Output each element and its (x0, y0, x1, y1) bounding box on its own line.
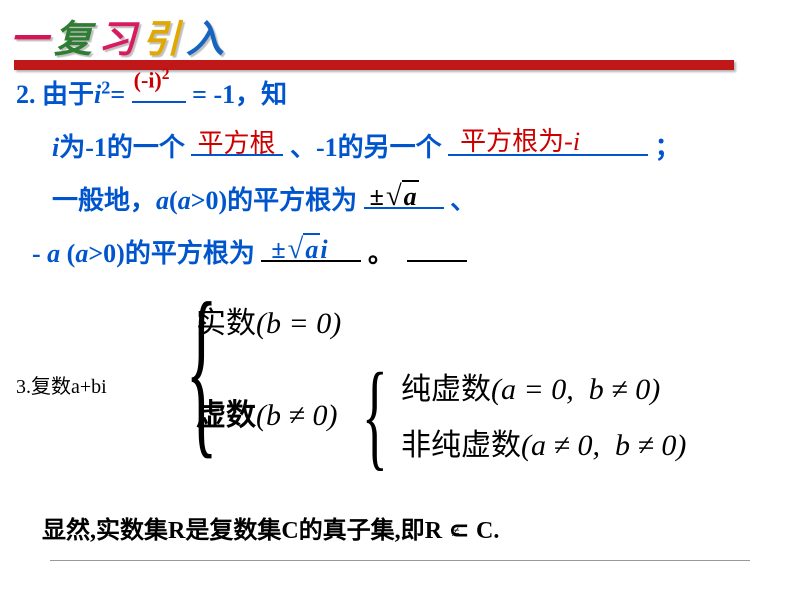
q2-l4-c: ( (60, 239, 75, 268)
final-t3: 是复数集 (185, 518, 281, 544)
q3-pure-cond-a: (a = 0, (491, 373, 574, 406)
title-char-0: 一 (10, 8, 48, 63)
q2-line4: - a (a>0)的平方根为 ±√ai 。 (16, 233, 786, 270)
final-t4: C (281, 518, 298, 544)
q2-l3-a: 一般地， (52, 186, 156, 215)
q2-l4-e: >0)的平方根为 (88, 239, 254, 268)
q3-classification: 3.复数a+bi { 实数(b = 0) 虚数(b ≠ 0) { 纯虚数(a =… (16, 280, 786, 480)
title-char-3: 引 (142, 8, 180, 63)
q2-l2-d: 的一个 (107, 133, 185, 162)
q2-l4-a: - (32, 239, 47, 268)
q2-sqrt-a2: a (303, 233, 320, 265)
final-statement: 显然,实数集R是复数集C的真子集,即R ⊂ ≠ C. (42, 510, 499, 545)
q2-line1: 2. 由于i2= (-i)2 = -1，知 (16, 74, 786, 111)
q3-imag: 虚数(b ≠ 0) (196, 390, 337, 434)
q3-real-text: 实数 (196, 307, 256, 340)
q2-neg-i: (-i) (134, 67, 162, 92)
q2-l2-c: -1 (85, 133, 107, 162)
q3-pure-cond-b: b ≠ 0) (589, 373, 660, 406)
q3-nonpure-cond-a: (a ≠ 0, (521, 429, 600, 462)
final-t6: R (425, 518, 442, 544)
q2-pm2: ± (271, 235, 285, 264)
q3-pure-text: 纯虚数 (401, 373, 491, 406)
header-red-bar (14, 60, 734, 70)
q3-nonpure-text: 非纯虚数 (401, 429, 521, 462)
q2-fill1: 平方根 (197, 123, 275, 160)
proper-subset-symbol: ⊂ ≠ (448, 516, 470, 545)
q2-l3-b: a (156, 186, 169, 215)
q2-fill2-i: i (573, 127, 580, 156)
q2-l3-c: ( (169, 186, 178, 215)
q2-l4-d: a (75, 239, 88, 268)
q2-l2-f: -1 (316, 133, 338, 162)
final-t2: R (168, 518, 185, 544)
title-char-2: 习 (98, 8, 136, 63)
q3-pure: 纯虚数(a = 0, b ≠ 0) (401, 364, 660, 408)
q3-label: 3.复数a+bi (16, 370, 107, 399)
q2-l2-g: 的另一个 (338, 133, 442, 162)
q2-line3: 一般地，a(a>0)的平方根为 ±√a 、 (16, 180, 786, 217)
q2-l4-i: i (320, 235, 327, 264)
q3-nonpure-cond-b: b ≠ 0) (615, 429, 686, 462)
q3-real-cond: (b = 0) (256, 307, 341, 340)
final-t5: 的真子集,即 (299, 518, 425, 544)
q3-imag-text: 虚数 (196, 399, 256, 432)
final-t1: 显然,实数集 (42, 518, 168, 544)
q3-nonpure: 非纯虚数(a ≠ 0, b ≠ 0) (401, 420, 686, 464)
q3-imag-cond: (b ≠ 0) (256, 399, 337, 432)
q2-l4-dot: 。 (368, 239, 394, 268)
q2-line2: i为-1的一个 平方根 、-1的另一个 平方根为-i ； (16, 127, 786, 164)
title-char-1: 复 (54, 8, 92, 63)
q2-eq: = (110, 80, 125, 109)
main-content: 2. 由于i2= (-i)2 = -1，知 i为-1的一个 平方根 、-1的另一… (16, 74, 786, 286)
q2-l4-b: a (47, 239, 60, 268)
q2-l3-d: a (178, 186, 191, 215)
q2-sup: 2 (101, 77, 110, 97)
q2-l2-e: 、 (290, 133, 316, 162)
page-title: 一复习引入 (10, 8, 230, 63)
q2-eq-neg1: = -1，知 (192, 80, 287, 109)
q2-sqrt-a1: a (402, 180, 419, 212)
q2-l3-end: 、 (450, 186, 476, 215)
brace-small: { (362, 355, 388, 475)
q2-l2-b: 为 (59, 133, 85, 162)
q2-fill2: 平方根为- (460, 127, 573, 156)
q2-l3-e: >0)的平方根为 (191, 186, 357, 215)
subset-neq: ≠ (451, 524, 460, 542)
bottom-rule (50, 560, 750, 561)
q3-real: 实数(b = 0) (196, 298, 341, 342)
final-t7: C. (476, 518, 499, 544)
q2-prefix: 2. 由于 (16, 80, 94, 109)
q2-pm1: ± (370, 182, 384, 211)
q2-neg-i-sup: 2 (162, 66, 170, 83)
title-char-4: 入 (186, 8, 224, 63)
